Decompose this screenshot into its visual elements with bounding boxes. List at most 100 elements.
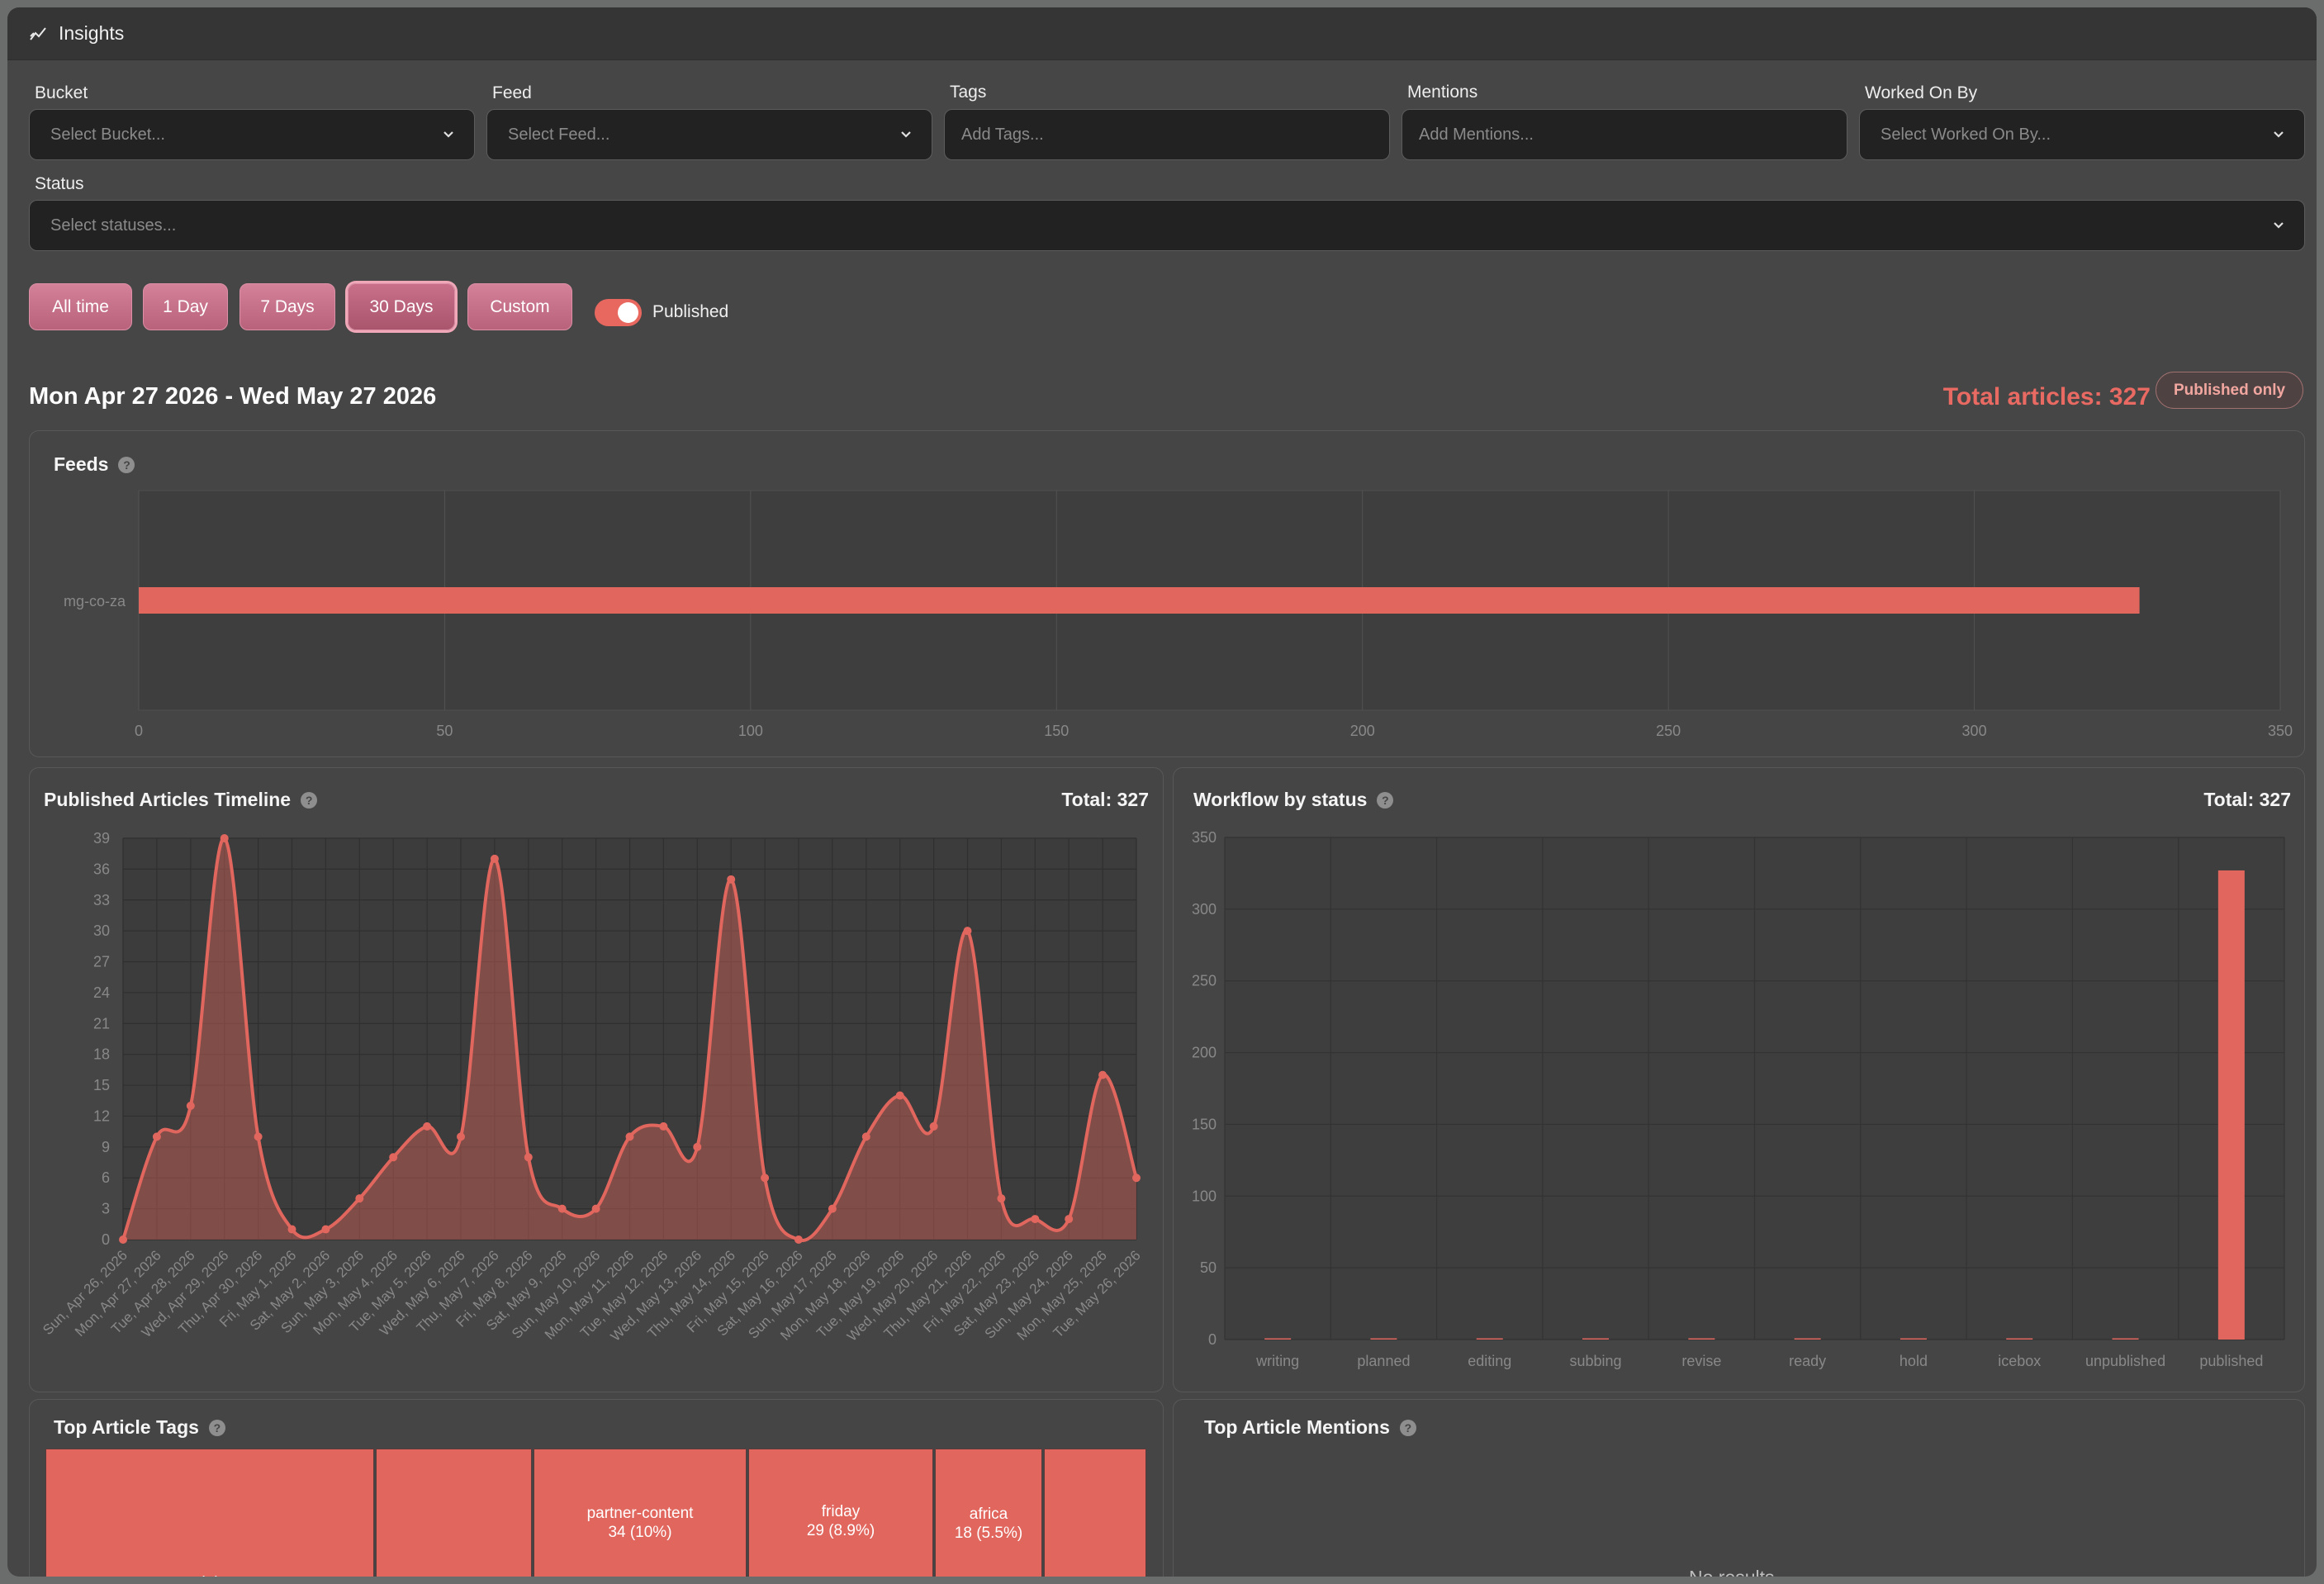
feeds-chart: 0 50 100 150 200 250 300 350 mg-co-za xyxy=(64,490,2293,739)
published-toggle-label: Published xyxy=(652,302,729,321)
x-tick-label: 50 xyxy=(436,723,453,739)
y-tick-label: 0 xyxy=(1208,1331,1217,1348)
bucket-select[interactable]: Select Bucket... xyxy=(29,109,475,160)
timeline-total: Total: 327 xyxy=(1061,789,1149,810)
y-tick-label: mg-co-za xyxy=(64,593,126,609)
area-fill xyxy=(123,837,1136,1241)
data-point xyxy=(828,1204,837,1213)
x-tick-label: 150 xyxy=(1044,723,1069,739)
treemap-cell-label: news xyxy=(377,1573,531,1577)
treemap-cell-label: opinion xyxy=(46,1573,373,1577)
x-tick-label: editing xyxy=(1468,1353,1511,1369)
treemap-cell-label: friday xyxy=(821,1503,861,1520)
treemap-cell-partner-content[interactable]: partner-content 34 (10%) xyxy=(534,1449,747,1577)
top-tags-panel: Top Article Tags? opinion news partner-c… xyxy=(29,1399,1164,1577)
data-point xyxy=(997,1194,1006,1203)
data-point xyxy=(861,1132,870,1141)
y-tick-label: 33 xyxy=(93,892,110,908)
treemap-cell-value: 29 (8.9%) xyxy=(806,1522,875,1539)
chevron-down-icon xyxy=(2274,131,2284,138)
x-tick-label: subbing xyxy=(1570,1353,1622,1369)
series-line xyxy=(121,836,1138,1243)
feed-label: Feed xyxy=(492,83,532,102)
help-icon[interactable]: ? xyxy=(118,457,135,473)
help-icon[interactable]: ? xyxy=(208,1420,225,1436)
mentions-placeholder: Add Mentions... xyxy=(1419,125,1534,144)
feed-select[interactable]: Select Feed... xyxy=(486,109,932,160)
feed-placeholder: Select Feed... xyxy=(508,125,610,144)
y-tick-label: 6 xyxy=(102,1169,110,1186)
workflow-panel: Workflow by status? Total: 327 0 50 100 150… xyxy=(1173,767,2305,1392)
bucket-label: Bucket xyxy=(35,83,88,102)
feeds-title-text: Feeds xyxy=(54,453,109,475)
data-point xyxy=(186,1102,195,1110)
feeds-panel: Feeds? 0 50 100 150 200 250 300 350 mg-co-za xyxy=(29,430,2305,757)
y-tick-label: 18 xyxy=(93,1046,110,1063)
x-tick-label: 100 xyxy=(738,723,763,739)
timeline-panel-title: Published Articles Timeline? xyxy=(44,789,318,811)
chevron-down-icon xyxy=(901,131,911,138)
range-all-time-button[interactable]: All time xyxy=(29,283,132,330)
treemap-cell-opinion[interactable]: opinion xyxy=(45,1449,374,1577)
data-point xyxy=(794,1235,803,1244)
x-tick-label: 0 xyxy=(135,723,143,739)
bar xyxy=(1900,1338,1927,1340)
top-mentions-panel-title: Top Article Mentions? xyxy=(1204,1416,1416,1439)
treemap-cell-other[interactable] xyxy=(1044,1449,1146,1577)
range-custom-button[interactable]: Custom xyxy=(467,283,572,330)
y-tick-label: 300 xyxy=(1192,901,1217,918)
bar xyxy=(2006,1338,2033,1340)
published-toggle[interactable] xyxy=(595,299,642,326)
status-label: Status xyxy=(35,174,84,193)
total-articles: Total articles: 327 xyxy=(1942,383,2151,410)
worked-on-by-select[interactable]: Select Worked On By... xyxy=(1859,109,2305,160)
x-tick-label: planned xyxy=(1357,1353,1410,1369)
y-tick-label: 50 xyxy=(1200,1259,1217,1276)
tags-input[interactable]: Add Tags... xyxy=(944,109,1390,160)
worked-on-by-label: Worked On By xyxy=(1865,83,1978,102)
data-point xyxy=(895,1091,904,1100)
data-point xyxy=(457,1132,465,1141)
data-point xyxy=(963,927,972,936)
bar xyxy=(2112,1338,2139,1340)
published-only-badge: Published only xyxy=(2156,372,2303,409)
data-point xyxy=(1065,1215,1074,1224)
data-point xyxy=(693,1142,702,1151)
bucket-placeholder: Select Bucket... xyxy=(50,125,165,144)
y-tick-label: 250 xyxy=(1192,973,1217,989)
treemap-cell-value: 18 (5.5%) xyxy=(954,1525,1023,1542)
status-placeholder: Select statuses... xyxy=(50,216,177,235)
y-tick-label: 150 xyxy=(1192,1116,1217,1132)
x-tick-label: writing xyxy=(1255,1353,1299,1369)
timeline-panel: Published Articles Timeline? Total: 327 … xyxy=(29,767,1164,1392)
data-point xyxy=(355,1194,364,1203)
treemap-cell-friday[interactable]: friday 29 (8.9%) xyxy=(748,1449,933,1577)
chevron-down-icon xyxy=(443,131,453,138)
data-point xyxy=(490,854,499,863)
feeds-panel-title: Feeds? xyxy=(54,453,135,476)
y-tick-label: 30 xyxy=(93,922,110,939)
chevron-down-icon xyxy=(2274,222,2284,229)
data-point xyxy=(287,1225,296,1234)
y-tick-label: 39 xyxy=(93,830,110,847)
x-tick-label: revise xyxy=(1681,1353,1721,1369)
workflow-total: Total: 327 xyxy=(2203,789,2291,810)
data-point xyxy=(557,1204,567,1213)
data-point xyxy=(524,1153,533,1162)
data-point xyxy=(220,834,229,842)
tags-label: Tags xyxy=(950,83,987,102)
help-icon[interactable]: ? xyxy=(1377,792,1394,809)
range-30-days-button[interactable]: 30 Days xyxy=(348,283,455,330)
top-tags-title-text: Top Article Tags xyxy=(54,1416,199,1438)
help-icon[interactable]: ? xyxy=(1399,1420,1416,1436)
help-icon[interactable]: ? xyxy=(301,792,318,809)
range-1-day-button[interactable]: 1 Day xyxy=(143,283,228,330)
mentions-input[interactable]: Add Mentions... xyxy=(1402,109,1847,160)
status-select[interactable]: Select statuses... xyxy=(29,200,2305,251)
bar xyxy=(1264,1338,1292,1340)
treemap-cell-news[interactable]: news xyxy=(376,1449,532,1577)
range-7-days-button[interactable]: 7 Days xyxy=(240,283,335,330)
treemap-cell-africa[interactable]: africa 18 (5.5%) xyxy=(935,1449,1042,1577)
insights-icon xyxy=(30,26,46,40)
y-tick-label: 3 xyxy=(102,1201,110,1217)
